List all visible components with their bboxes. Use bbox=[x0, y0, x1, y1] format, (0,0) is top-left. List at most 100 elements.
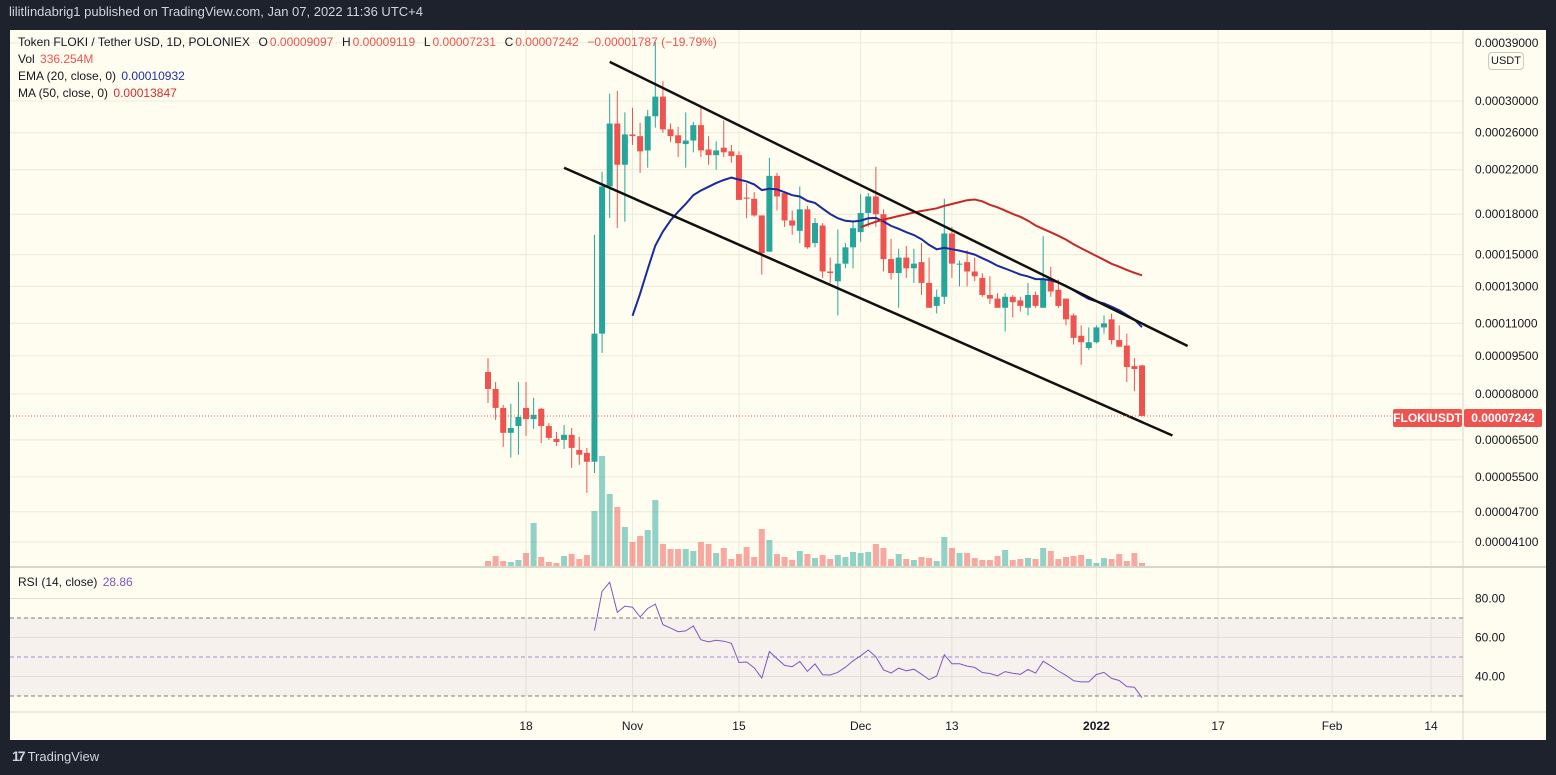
volume-bar bbox=[1009, 560, 1016, 566]
candle-body[interactable] bbox=[1062, 298, 1069, 320]
candle-body[interactable] bbox=[583, 452, 590, 462]
candle-body[interactable] bbox=[819, 225, 826, 272]
candle-body[interactable] bbox=[591, 333, 598, 462]
candle-body[interactable] bbox=[1139, 365, 1146, 416]
candle-body[interactable] bbox=[1024, 295, 1031, 308]
candle-body[interactable] bbox=[599, 186, 606, 334]
candle-body[interactable] bbox=[1101, 323, 1108, 328]
candle-body[interactable] bbox=[933, 296, 940, 306]
ema-legend[interactable]: EMA (20, close, 0) 0.00010932 bbox=[18, 69, 187, 83]
candle-body[interactable] bbox=[507, 427, 514, 433]
symbol-title[interactable]: Token FLOKI / Tether USD, 1D, POLONIEX bbox=[18, 35, 250, 49]
currency-button[interactable]: USDT bbox=[1488, 52, 1524, 70]
candle-body[interactable] bbox=[637, 136, 644, 152]
candle-body[interactable] bbox=[918, 262, 925, 283]
candle-body[interactable] bbox=[834, 263, 841, 282]
candle-body[interactable] bbox=[865, 196, 872, 213]
volume-legend[interactable]: Vol 336.254M bbox=[18, 52, 95, 66]
candle-body[interactable] bbox=[728, 151, 735, 157]
candle-body[interactable] bbox=[720, 147, 727, 153]
candle-body[interactable] bbox=[979, 277, 986, 296]
candle-body[interactable] bbox=[895, 257, 902, 274]
candle-body[interactable] bbox=[986, 295, 993, 299]
candle-body[interactable] bbox=[561, 434, 568, 440]
candle-body[interactable] bbox=[1017, 300, 1024, 306]
candle-body[interactable] bbox=[568, 434, 575, 448]
candle-body[interactable] bbox=[1116, 340, 1123, 347]
candle-body[interactable] bbox=[1123, 345, 1130, 368]
candle-body[interactable] bbox=[827, 271, 834, 274]
candle-body[interactable] bbox=[850, 228, 857, 248]
candle-body[interactable] bbox=[523, 407, 530, 420]
candle-body[interactable] bbox=[956, 263, 963, 265]
candle-body[interactable] bbox=[1002, 296, 1009, 308]
candle-body[interactable] bbox=[652, 96, 659, 117]
candle-body[interactable] bbox=[500, 407, 507, 433]
candle-body[interactable] bbox=[659, 96, 666, 130]
candle-body[interactable] bbox=[1093, 327, 1100, 343]
candle-body[interactable] bbox=[538, 408, 545, 427]
candle-body[interactable] bbox=[606, 123, 613, 187]
candle-body[interactable] bbox=[812, 222, 819, 244]
ma-legend[interactable]: MA (50, close, 0) 0.00013847 bbox=[18, 86, 179, 100]
candle-body[interactable] bbox=[910, 263, 917, 269]
brand-name[interactable]: TradingView bbox=[27, 748, 100, 764]
candle-body[interactable] bbox=[614, 123, 621, 165]
candle-body[interactable] bbox=[492, 388, 499, 408]
tradingview-logo-icon[interactable]: 17 bbox=[12, 748, 26, 764]
candle-body[interactable] bbox=[675, 135, 682, 144]
candle-body[interactable] bbox=[994, 298, 1001, 308]
candle-body[interactable] bbox=[1131, 366, 1138, 370]
candle-body[interactable] bbox=[576, 450, 583, 455]
candle-body[interactable] bbox=[842, 247, 849, 264]
candle-body[interactable] bbox=[644, 116, 651, 151]
candle-body[interactable] bbox=[1047, 279, 1054, 292]
candle-body[interactable] bbox=[964, 262, 971, 272]
candle-body[interactable] bbox=[1055, 289, 1062, 306]
candle-body[interactable] bbox=[926, 282, 933, 308]
candle-body[interactable] bbox=[1070, 315, 1077, 338]
candle-body[interactable] bbox=[804, 209, 811, 248]
candle-body[interactable] bbox=[903, 257, 910, 269]
candle-body[interactable] bbox=[773, 175, 780, 197]
volume-bar bbox=[538, 557, 545, 566]
candle-body[interactable] bbox=[872, 196, 879, 215]
candle-body[interactable] bbox=[796, 209, 803, 231]
candle-body[interactable] bbox=[1108, 319, 1115, 341]
candle-body[interactable] bbox=[751, 198, 758, 216]
candle-body[interactable] bbox=[690, 125, 697, 141]
candle-body[interactable] bbox=[705, 149, 712, 156]
candle-body[interactable] bbox=[621, 134, 628, 165]
candle-body[interactable] bbox=[971, 271, 978, 277]
candle-body[interactable] bbox=[735, 155, 742, 200]
candle-body[interactable] bbox=[1085, 342, 1092, 349]
candle-body[interactable] bbox=[743, 197, 750, 199]
candle-body[interactable] bbox=[682, 140, 689, 145]
candle-body[interactable] bbox=[515, 416, 522, 427]
candle-body[interactable] bbox=[530, 414, 537, 420]
candle-body[interactable] bbox=[781, 193, 788, 221]
chart-area[interactable] bbox=[10, 30, 1546, 740]
candle-body[interactable] bbox=[697, 125, 704, 151]
candle-body[interactable] bbox=[857, 212, 864, 233]
candle-body[interactable] bbox=[941, 233, 948, 297]
trend-line[interactable] bbox=[609, 60, 1189, 348]
candle-body[interactable] bbox=[1032, 295, 1039, 306]
candle-body[interactable] bbox=[485, 372, 491, 389]
candle-body[interactable] bbox=[667, 129, 674, 137]
candle-body[interactable] bbox=[888, 259, 895, 274]
candle-body[interactable] bbox=[1078, 335, 1085, 343]
candle-body[interactable] bbox=[1009, 296, 1016, 303]
candle-body[interactable] bbox=[880, 214, 887, 260]
candle-body[interactable] bbox=[758, 215, 765, 254]
candle-body[interactable] bbox=[1040, 279, 1047, 308]
trend-line[interactable] bbox=[563, 166, 1173, 437]
candle-body[interactable] bbox=[545, 426, 552, 438]
rsi-legend[interactable]: RSI (14, close) 28.86 bbox=[18, 575, 135, 589]
candle-body[interactable] bbox=[713, 150, 720, 156]
candle-body[interactable] bbox=[789, 220, 796, 226]
candle-body[interactable] bbox=[553, 438, 560, 442]
candle-body[interactable] bbox=[766, 175, 773, 252]
candle-body[interactable] bbox=[629, 134, 636, 137]
